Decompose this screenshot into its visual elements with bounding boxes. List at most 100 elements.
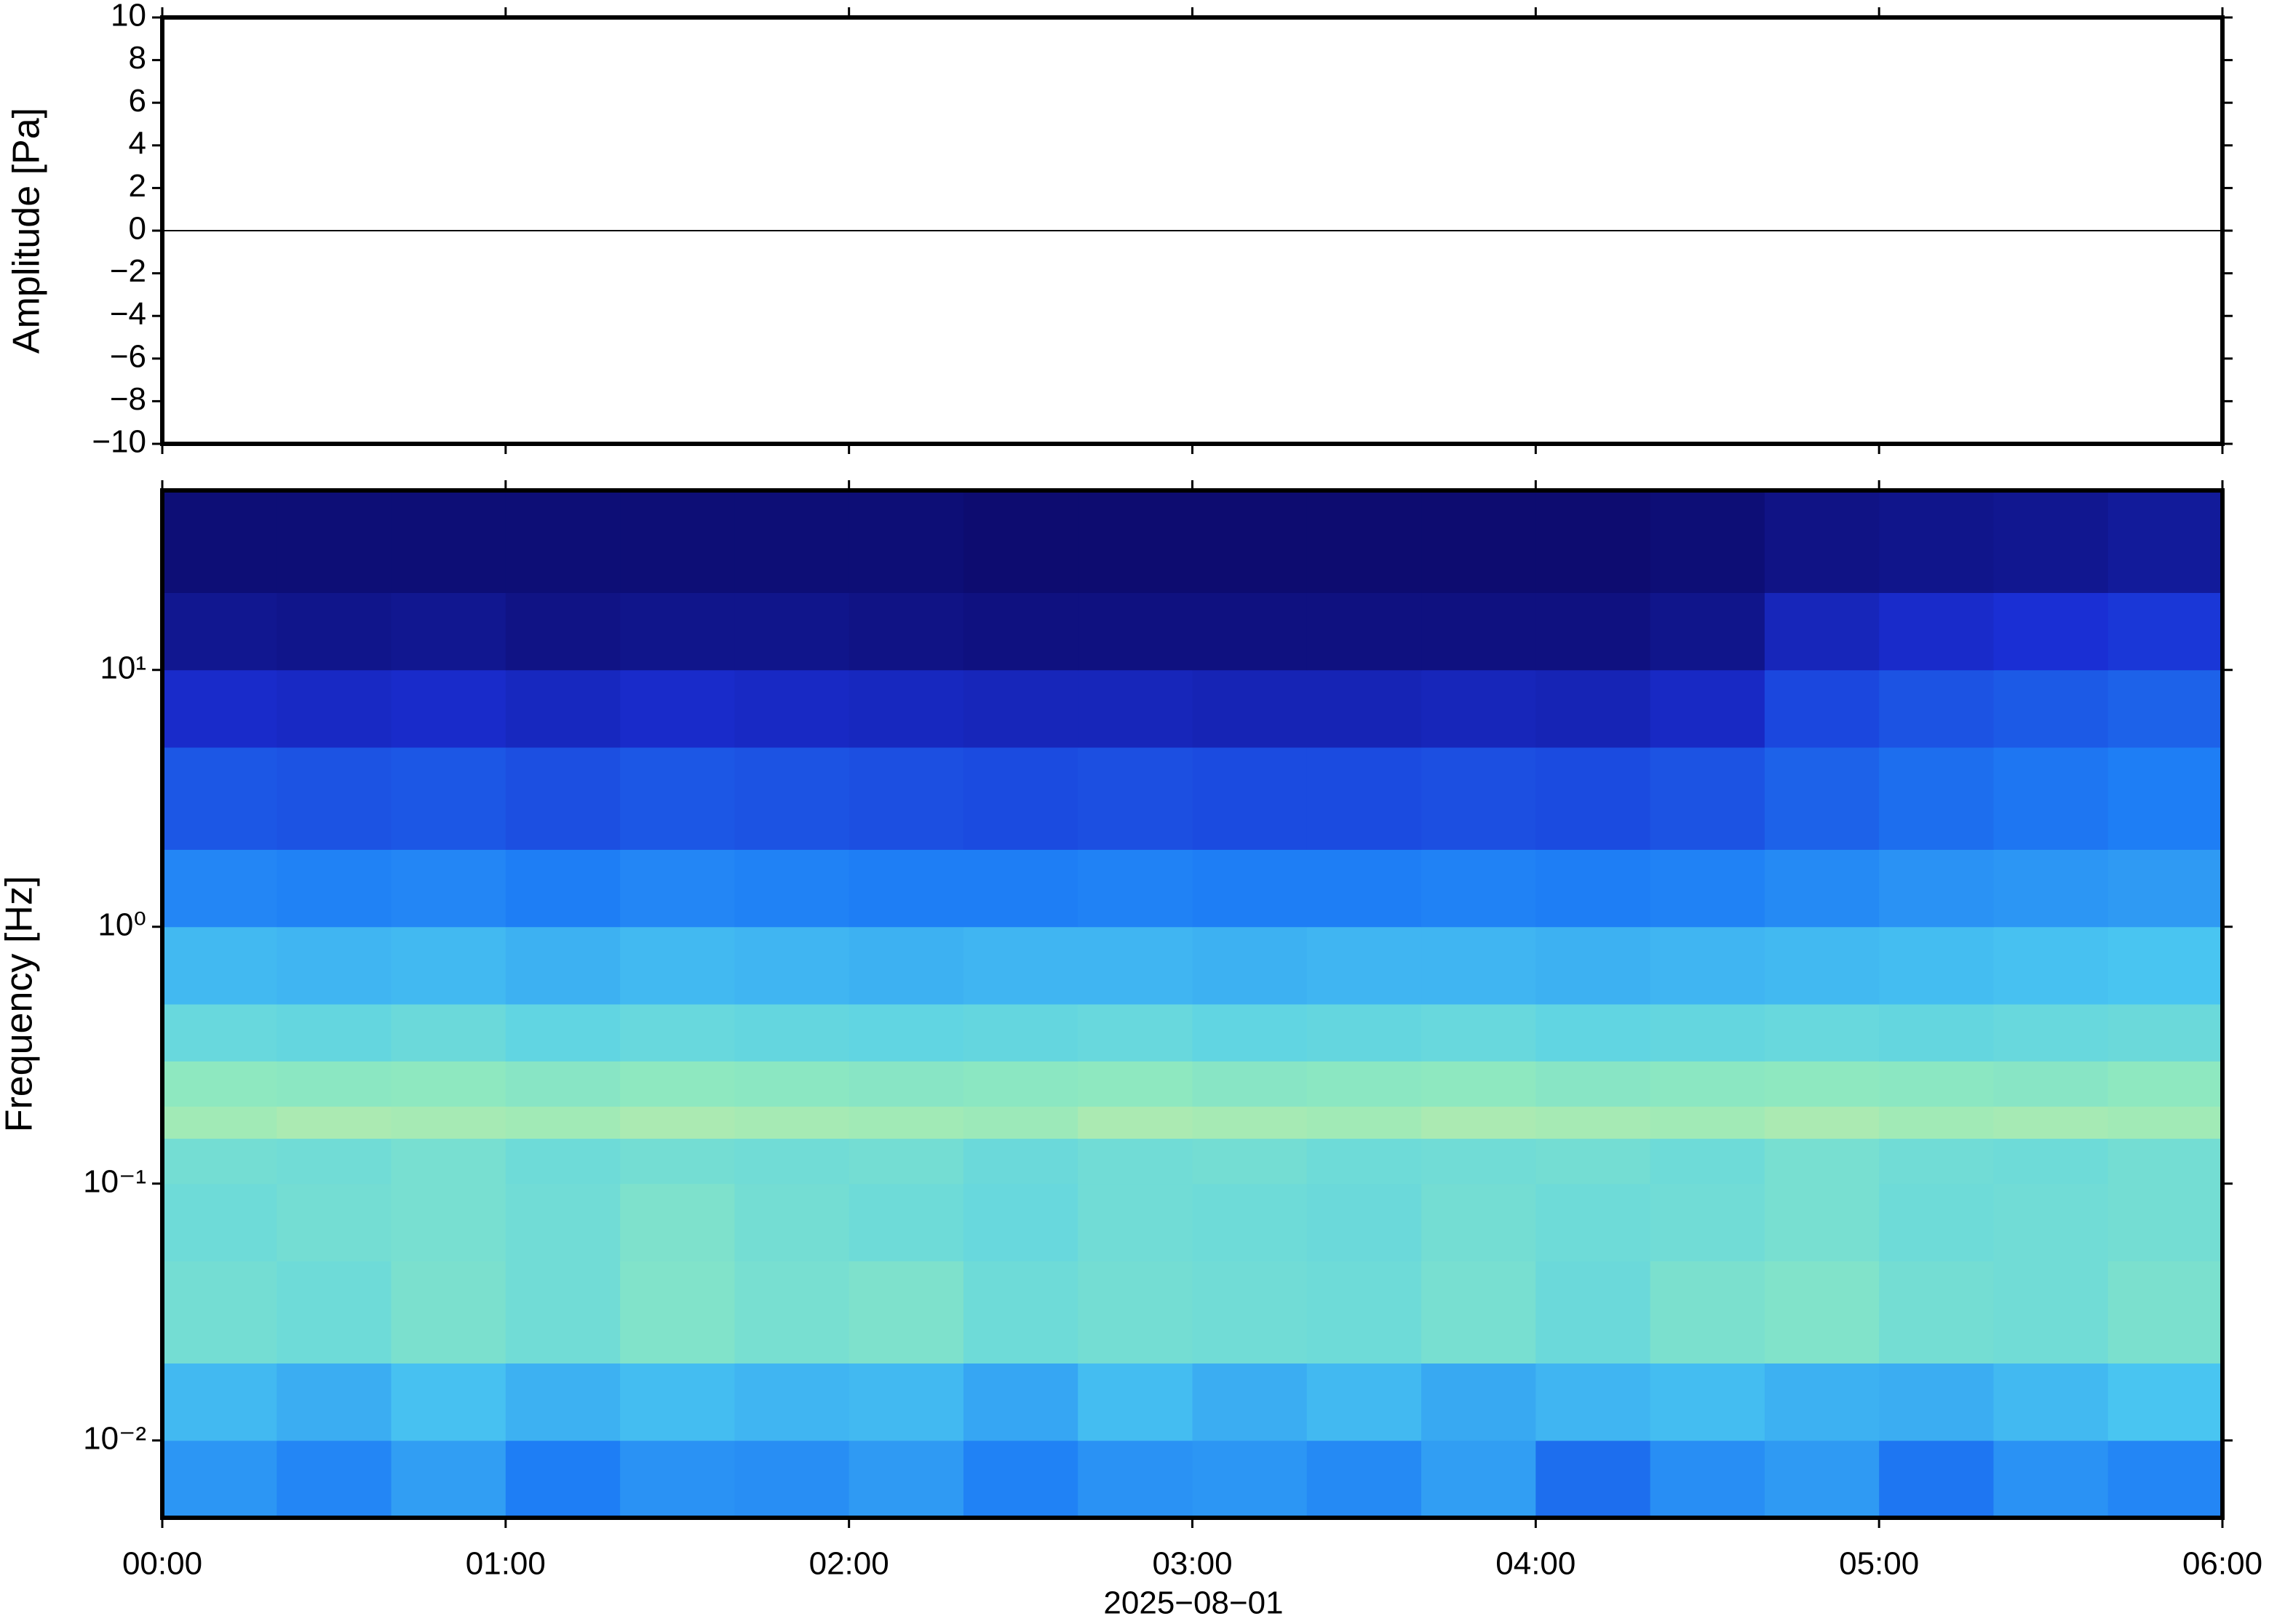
spectrogram-cell [505, 1061, 621, 1107]
spectrogram-cell [1306, 592, 1422, 671]
spectrogram-cell [1192, 1183, 1308, 1262]
spectrogram-cell [620, 1061, 735, 1107]
spectrogram-cell [1993, 747, 2109, 850]
spectrogram-cell [849, 1106, 964, 1139]
spectrogram-cell [1535, 1440, 1651, 1518]
spectrogram-cell [1879, 1261, 1994, 1364]
spectrogram-cell [391, 1061, 506, 1107]
spectrogram-cell [734, 1261, 850, 1364]
spectrogram-cell [1879, 1004, 1994, 1062]
spectrogram-cell [2107, 1138, 2223, 1185]
spectrogram-cell [1764, 669, 1880, 748]
spectrogram-cell [1192, 592, 1308, 671]
spectrogram-cell [1421, 1106, 1536, 1139]
y-tick-label: 4 [129, 125, 146, 161]
spectrogram-cell [734, 1440, 850, 1518]
spectrogram-cell [277, 592, 392, 671]
spectrogram-cell [1078, 849, 1193, 928]
spectrogram-cell [620, 1363, 735, 1441]
spectrogram-cell [734, 849, 850, 928]
spectrogram-cell [391, 1004, 506, 1062]
spectrogram-cell [1078, 490, 1193, 593]
spectrogram-cell [162, 1440, 277, 1518]
spectrogram-cell [1421, 669, 1536, 748]
spectrogram-cell [849, 1440, 964, 1518]
spectrogram-cell [505, 1261, 621, 1364]
spectrogram-cell [620, 1138, 735, 1185]
spectrogram-cell [1078, 592, 1193, 671]
spectrogram-cell [1421, 1183, 1536, 1262]
spectrogram-cell [963, 1061, 1078, 1107]
spectrogram-cell [162, 592, 277, 671]
spectrogram-cell [505, 747, 621, 850]
spectrogram-cell [1078, 747, 1193, 850]
spectrogram-cell [734, 747, 850, 850]
spectrogram-cell [1650, 592, 1765, 671]
spectrogram-cell [1764, 1061, 1880, 1107]
spectrogram-cell [620, 1440, 735, 1518]
y-tick-label: −2 [110, 253, 146, 289]
x-tick-label: 05:00 [1839, 1546, 1919, 1582]
y-tick-label: −6 [110, 338, 146, 374]
spectrogram-cell [277, 1363, 392, 1441]
spectrogram-cell [505, 1183, 621, 1262]
spectrogram-cell [1192, 1061, 1308, 1107]
spectrogram-cell [277, 1261, 392, 1364]
spectrogram-cell [1993, 1004, 2109, 1062]
spectrogram-cell [620, 490, 735, 593]
spectrogram-cell [963, 849, 1078, 928]
spectrogram-cell [505, 592, 621, 671]
spectrogram-cell [1764, 1183, 1880, 1262]
spectrogram-cell [620, 1106, 735, 1139]
y-tick-label: 10⁻² [83, 1420, 146, 1456]
spectrogram-cell [1879, 926, 1994, 1005]
spectrogram-cell [1879, 1440, 1994, 1518]
y-tick-label: 6 [129, 83, 146, 119]
spectrogram-cell [1993, 1183, 2109, 1262]
spectrogram-cell [277, 1106, 392, 1139]
spectrogram-cell [1306, 1106, 1422, 1139]
spectrogram-cell [1421, 1363, 1536, 1441]
spectrogram-cell [2107, 926, 2223, 1005]
spectrogram-cell [620, 1261, 735, 1364]
spectrogram-cell [1535, 1183, 1651, 1262]
spectrogram-cell [162, 669, 277, 748]
spectrogram-cell [1993, 926, 2109, 1005]
y-tick-label: 10⁻¹ [83, 1163, 146, 1199]
spectrogram-cell [1421, 592, 1536, 671]
spectrogram-cell [162, 747, 277, 850]
spectrogram-cell [1192, 1363, 1308, 1441]
spectrogram-cell [963, 669, 1078, 748]
spectrogram-cell [391, 669, 506, 748]
spectrogram-cell [391, 1363, 506, 1441]
x-tick-label: 03:00 [1152, 1546, 1232, 1582]
spectrogram-cell [734, 490, 850, 593]
spectrogram-cell [277, 1138, 392, 1185]
y-axis-label: Frequency [Hz] [0, 876, 41, 1133]
spectrogram-cell [1421, 849, 1536, 928]
spectrogram-cell [620, 1183, 735, 1262]
spectrogram-cell [1764, 592, 1880, 671]
spectrogram-cell [620, 747, 735, 850]
spectrogram-cell [963, 490, 1078, 593]
spectrogram-cell [963, 1183, 1078, 1262]
spectrogram-cell [849, 1004, 964, 1062]
spectrogram-cell [277, 926, 392, 1005]
spectrogram-cell [734, 926, 850, 1005]
spectrogram-cell [2107, 592, 2223, 671]
spectrogram-cell [1650, 849, 1765, 928]
spectrogram-cell [1306, 1138, 1422, 1185]
x-tick-label: 06:00 [2182, 1546, 2262, 1582]
x-tick-label: 04:00 [1495, 1546, 1575, 1582]
spectrogram-cell [391, 1183, 506, 1262]
spectrogram-cell [1879, 747, 1994, 850]
spectrogram-cell [2107, 1363, 2223, 1441]
spectrogram-cell [1993, 1440, 2109, 1518]
spectrogram-cell [1650, 1363, 1765, 1441]
spectrogram-cell [1650, 747, 1765, 850]
spectrogram-cell [1650, 926, 1765, 1005]
spectrogram-cell [963, 747, 1078, 850]
spectrogram-cell [849, 1363, 964, 1441]
spectrogram-cell [1993, 1363, 2109, 1441]
